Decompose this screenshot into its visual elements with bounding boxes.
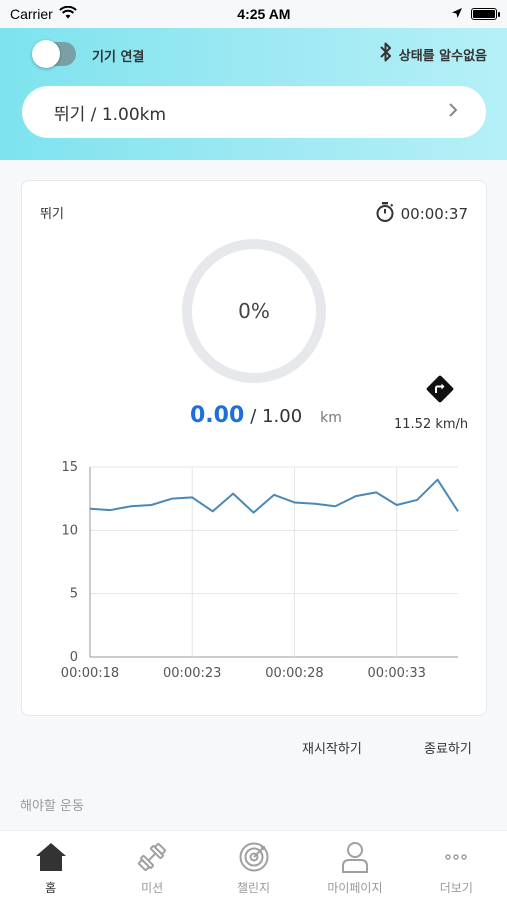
y-tick-label: 0	[70, 650, 78, 665]
progress-percent: 0%	[238, 299, 270, 323]
y-tick-label: 15	[61, 460, 78, 475]
progress-ring	[182, 239, 326, 383]
selected-workout-label: 뛰기 / 1.00km	[54, 104, 167, 125]
distance-total: / 1.00	[250, 406, 303, 427]
chevron-right-icon	[448, 102, 458, 123]
home-icon	[35, 841, 67, 873]
tab-mypage[interactable]: 마이페이지	[304, 831, 405, 900]
y-tick-label: 10	[61, 523, 78, 538]
workout-type-label: 뛰기	[40, 207, 64, 222]
tab-label: 마이페이지	[327, 881, 383, 895]
distance-unit: km	[320, 410, 342, 426]
dumbbell-icon	[136, 841, 168, 873]
person-icon	[339, 841, 371, 873]
workout-select-bar[interactable]: 뛰기 / 1.00km	[22, 86, 486, 138]
carrier-label: Carrier	[10, 6, 53, 22]
direction-sign-icon	[426, 375, 454, 407]
location-arrow-icon	[451, 6, 463, 22]
x-tick-label: 00:00:23	[163, 666, 221, 681]
tab-label: 챌린지	[236, 881, 271, 895]
x-tick-label: 00:00:18	[61, 666, 119, 681]
x-tick-label: 00:00:28	[265, 666, 323, 681]
bluetooth-status-label: 상태를 알수없음	[398, 48, 487, 64]
tab-bar: 홈 미션 챌린지 마이페이지 더보기	[0, 830, 507, 900]
target-icon	[238, 841, 270, 873]
stopwatch-icon	[375, 201, 395, 227]
tab-more[interactable]: 더보기	[406, 831, 507, 900]
toggle-knob	[32, 40, 60, 68]
status-left: Carrier	[10, 5, 77, 22]
tab-label: 홈	[45, 881, 57, 895]
tab-label: 더보기	[439, 881, 473, 895]
elapsed-time: 00:00:37	[400, 205, 468, 223]
status-bar: Carrier 4:25 AM	[0, 0, 507, 28]
todo-section-label: 해야할 운동	[20, 799, 84, 814]
device-connect-label: 기기 연결	[92, 50, 145, 65]
wifi-icon	[58, 5, 77, 22]
bluetooth-icon	[379, 42, 393, 66]
more-icon	[440, 841, 472, 873]
header-band: 기기 연결 상태를 알수없음 뛰기 / 1.00km	[0, 28, 507, 160]
workout-card: 뛰기 00:00:37 0% 0.00 / 1.00 km 11.52 km/h…	[21, 180, 487, 716]
tab-challenge[interactable]: 챌린지	[203, 831, 304, 900]
restart-button[interactable]: 재시작하기	[302, 742, 362, 757]
device-connect-toggle[interactable]	[32, 40, 76, 68]
finish-button[interactable]: 종료하기	[424, 742, 472, 757]
tab-label: 미션	[141, 881, 164, 895]
status-time: 4:25 AM	[237, 6, 291, 22]
tab-mission[interactable]: 미션	[101, 831, 202, 900]
speed-label: 11.52 km/h	[394, 417, 469, 432]
distance-current: 0.00	[190, 403, 245, 428]
battery-icon	[470, 8, 500, 20]
speed-series-line	[89, 478, 459, 514]
elapsed-timer: 00:00:37	[375, 201, 468, 227]
y-tick-label: 5	[70, 587, 78, 602]
speed-chart: 15 10 5 000:00:18 00:00:23 00:00:28 00:00:33	[61, 460, 459, 681]
tab-home[interactable]: 홈	[0, 831, 101, 900]
status-right	[451, 6, 500, 22]
x-tick-label: 00:00:33	[367, 666, 425, 681]
distance-row: 0.00 / 1.00 km	[190, 403, 342, 428]
bluetooth-status: 상태를 알수없음	[379, 42, 487, 66]
